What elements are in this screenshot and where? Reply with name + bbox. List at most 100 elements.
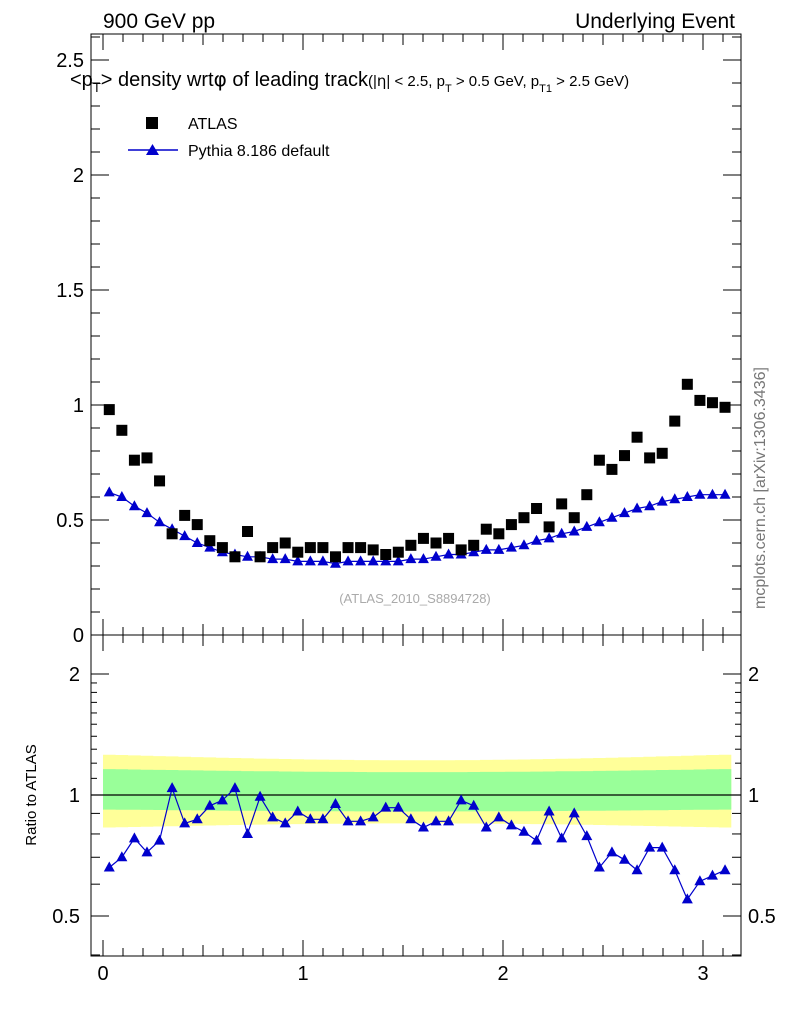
ratio-pythia-point: [543, 805, 555, 816]
pythia-point: [329, 557, 341, 568]
ratio-pythia-point: [279, 817, 291, 828]
pythia-point: [581, 520, 593, 531]
ratio-pythia-point: [216, 794, 228, 805]
pythia-point: [606, 511, 618, 522]
atlas-point: [644, 452, 656, 464]
ratio-pythia-point: [141, 846, 153, 857]
atlas-point: [531, 503, 543, 514]
pythia-point: [719, 488, 731, 499]
atlas-point: [166, 528, 178, 540]
atlas-point: [292, 546, 304, 558]
ratio-x-tick-label: 0: [97, 963, 108, 985]
ratio-pythia-point: [493, 811, 505, 822]
atlas-point: [606, 463, 618, 475]
pythia-point: [468, 546, 480, 557]
pythia-point: [154, 516, 166, 527]
pythia-point: [619, 507, 631, 518]
pythia-point: [179, 530, 191, 541]
ratio-pythia-point: [430, 815, 442, 826]
pythia-point: [116, 491, 128, 501]
ratio-pythia-point: [581, 830, 593, 841]
ratio-uncertainty-bands: [91, 754, 741, 828]
ratio-pythia-point: [342, 815, 354, 826]
ratio-y-tick-label-right: 1: [748, 785, 759, 807]
atlas-point: [216, 542, 228, 554]
side-source-label: mcplots.cern.ch [arXiv:1306.3436]: [752, 367, 769, 609]
ratio-pythia-point: [329, 797, 341, 808]
atlas-point: [254, 551, 266, 563]
pythia-point: [505, 541, 517, 552]
ratio-pythia-point: [719, 864, 731, 875]
pythia-point: [405, 553, 417, 564]
main-title: <pT> density wrtφ of leading track(|η| <…: [70, 67, 629, 95]
ratio-x-tick-label: 1: [297, 963, 308, 985]
ratio-pythia-point: [531, 834, 543, 845]
pythia-point: [568, 525, 580, 536]
pythia-point: [128, 500, 140, 511]
pythia-point: [355, 555, 367, 566]
atlas-point: [694, 394, 706, 406]
pythia-point: [279, 553, 291, 564]
ratio-pythia-point: [556, 832, 568, 843]
ratio-y-tick-label: 0.5: [52, 906, 80, 928]
legend-pythia-label: Pythia 8.186 default: [188, 143, 330, 160]
atlas-point: [267, 542, 279, 554]
main-y-tick-label: 0: [73, 625, 84, 647]
ratio-pythia-point: [242, 827, 254, 838]
atlas-point: [342, 542, 354, 554]
ratio-y-tick-label-right: 0.5: [748, 906, 776, 928]
pythia-point: [380, 555, 392, 566]
legend: ATLAS Pythia 8.186 default: [128, 116, 330, 160]
atlas-point: [242, 526, 254, 537]
atlas-point: [619, 450, 631, 462]
atlas-point: [556, 498, 568, 510]
pythia-point: [103, 486, 115, 497]
atlas-point: [380, 549, 392, 560]
ratio-pythia-point: [392, 801, 404, 812]
legend-pythia-marker: [146, 144, 159, 155]
ratio-pythia-point: [669, 864, 681, 875]
ratio-pythia-point: [254, 790, 266, 801]
pythia-point: [342, 555, 354, 566]
ratio-pythia-point: [128, 832, 140, 843]
legend-atlas-label: ATLAS: [188, 116, 238, 133]
pythia-point: [392, 555, 404, 566]
ratio-pythia-point: [380, 801, 392, 812]
atlas-point: [405, 539, 417, 551]
atlas-point: [480, 523, 492, 535]
ratio-y-tick-label: 1: [69, 785, 80, 807]
atlas-point: [681, 378, 693, 390]
pythia-point: [292, 555, 304, 566]
ratio-pythia-point: [694, 875, 706, 886]
ratio-pythia-point: [631, 864, 643, 875]
ratio-pythia-point: [367, 811, 379, 822]
pythia-point: [631, 502, 643, 513]
ratio-pythia-point: [568, 807, 580, 818]
pythia-point: [141, 507, 153, 518]
pythia-point: [480, 543, 492, 554]
ratio-pythia-point: [191, 813, 203, 824]
ratio-pythia-point: [706, 869, 718, 880]
ratio-pythia-point: [468, 799, 480, 810]
atlas-point: [656, 447, 668, 459]
atlas-point: [116, 424, 128, 436]
pythia-point: [669, 493, 681, 504]
pythia-point: [417, 553, 429, 564]
atlas-point: [543, 521, 555, 533]
ratio-pythia-point: [656, 841, 668, 852]
main-data-marks: [103, 378, 731, 568]
atlas-point: [593, 454, 605, 466]
ratio-pythia-point: [644, 841, 656, 852]
ratio-pythia-point: [179, 817, 191, 828]
atlas-point: [505, 519, 517, 531]
atlas-point: [103, 404, 115, 416]
atlas-point: [706, 397, 718, 409]
ratio-pythia-point: [204, 799, 216, 810]
header-left: 900 GeV pp: [103, 10, 215, 33]
atlas-point: [128, 454, 140, 466]
atlas-point: [154, 475, 166, 487]
pythia-point: [518, 539, 530, 550]
pythia-point: [656, 495, 668, 506]
pythia-point: [304, 555, 316, 566]
atlas-point: [631, 431, 643, 443]
